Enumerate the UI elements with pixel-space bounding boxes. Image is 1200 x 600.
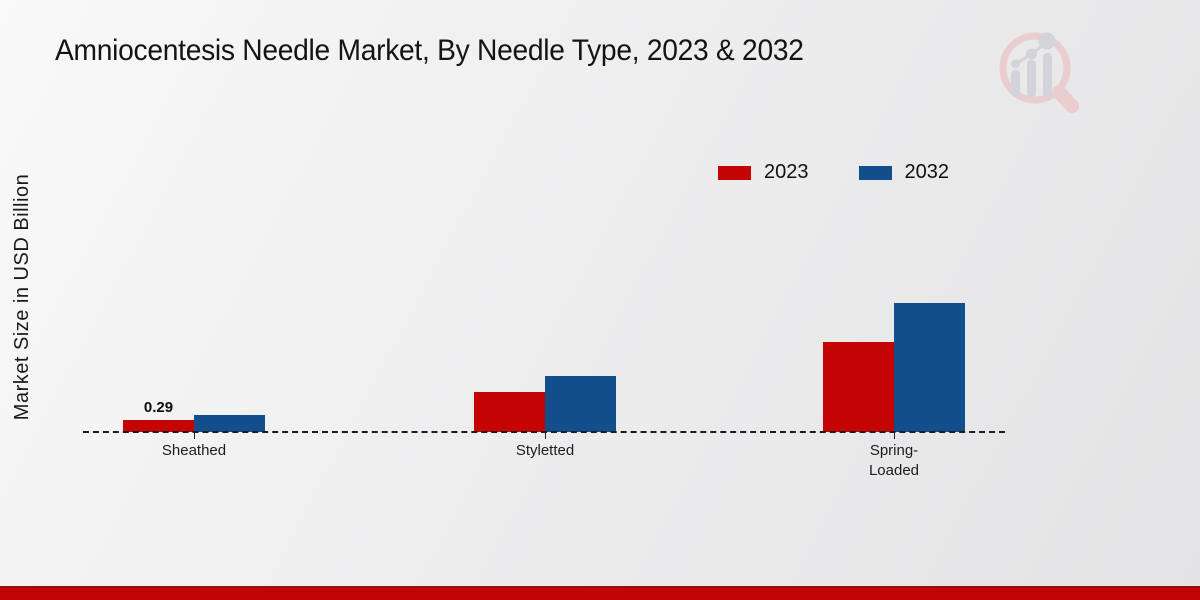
- bar-2032-sheathed: [194, 415, 265, 432]
- legend-label-2032: 2032: [904, 161, 950, 183]
- x-tick: [894, 433, 895, 439]
- value-label-2023-sheathed: 0.29: [143, 399, 174, 416]
- chart-legend: 2023 2032: [718, 161, 949, 184]
- legend-label-2023: 2023: [764, 161, 809, 183]
- x-tick: [545, 433, 546, 439]
- category-label-spring-loaded: Spring-Loaded: [868, 442, 920, 479]
- legend-item-2032: 2032: [858, 161, 950, 184]
- bar-2032-spring-loaded: [894, 303, 965, 432]
- legend-swatch-2032: [858, 165, 892, 180]
- footer-accent-bar: [0, 586, 1200, 600]
- category-label-sheathed: Sheathed: [161, 442, 227, 459]
- category-label-styletted: Styletted: [515, 442, 575, 459]
- chart-title: Amniocentesis Needle Market, By Needle T…: [55, 34, 804, 67]
- bar-2023-sheathed: [123, 420, 194, 432]
- x-tick: [194, 433, 195, 439]
- bar-2032-styletted: [545, 376, 616, 432]
- legend-swatch-2023: [718, 165, 751, 180]
- market-research-future-logo-icon: [999, 32, 1079, 113]
- legend-item-2023: 2023: [718, 161, 809, 184]
- zero-baseline: [83, 431, 1005, 433]
- bar-2023-spring-loaded: [823, 342, 894, 432]
- bar-2023-styletted: [474, 392, 545, 432]
